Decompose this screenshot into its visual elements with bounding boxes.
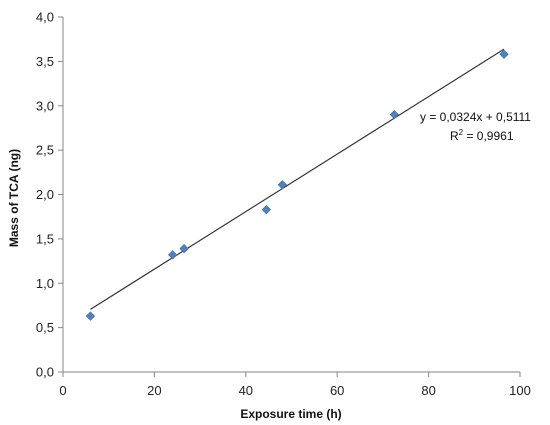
x-tick-group: 0 20 40 60 80 100	[59, 372, 531, 398]
y-axis-title: Mass of TCA (ng)	[7, 149, 21, 247]
r-squared-sup: 2	[459, 128, 464, 137]
x-tick-label: 80	[421, 383, 435, 398]
trendline	[90, 48, 505, 310]
y-tick-label: 4,0	[36, 10, 54, 25]
x-tick-label: 20	[147, 383, 161, 398]
x-tick-label: 60	[330, 383, 344, 398]
y-tick-label: 2,0	[36, 187, 54, 202]
y-tick-label: 3,0	[36, 98, 54, 113]
data-point	[179, 244, 189, 254]
axes	[62, 17, 520, 373]
trendline-equation: y = 0,0324x + 0,5111	[420, 110, 531, 124]
y-tick-group: 0,0 0,5 1,0 1,5 2,0 2,5 3,0 3,5 4,0	[36, 10, 63, 380]
data-point	[85, 311, 96, 321]
y-tick-label: 0,5	[36, 320, 54, 335]
data-point	[261, 204, 271, 215]
y-tick-label: 1,5	[36, 231, 54, 246]
x-axis-title: Exposure time (h)	[240, 407, 341, 421]
data-point	[168, 250, 178, 260]
x-tick-label: 100	[509, 383, 531, 398]
data-point	[277, 180, 287, 190]
y-tick-label: 0,0	[36, 365, 54, 380]
x-tick-label: 0	[59, 383, 66, 398]
y-tick-label: 3,5	[36, 54, 54, 69]
r-squared-value: = 0,9961	[463, 129, 514, 143]
r-squared-label: R2 = 0,9961	[450, 128, 514, 143]
r-squared-prefix: R	[450, 129, 459, 143]
data-points	[85, 49, 509, 321]
data-point	[499, 49, 509, 59]
data-point	[389, 110, 399, 120]
y-tick-label: 1,0	[36, 276, 54, 291]
y-tick-label: 2,5	[36, 143, 54, 158]
trendline-group	[90, 48, 505, 310]
x-tick-label: 40	[239, 383, 253, 398]
